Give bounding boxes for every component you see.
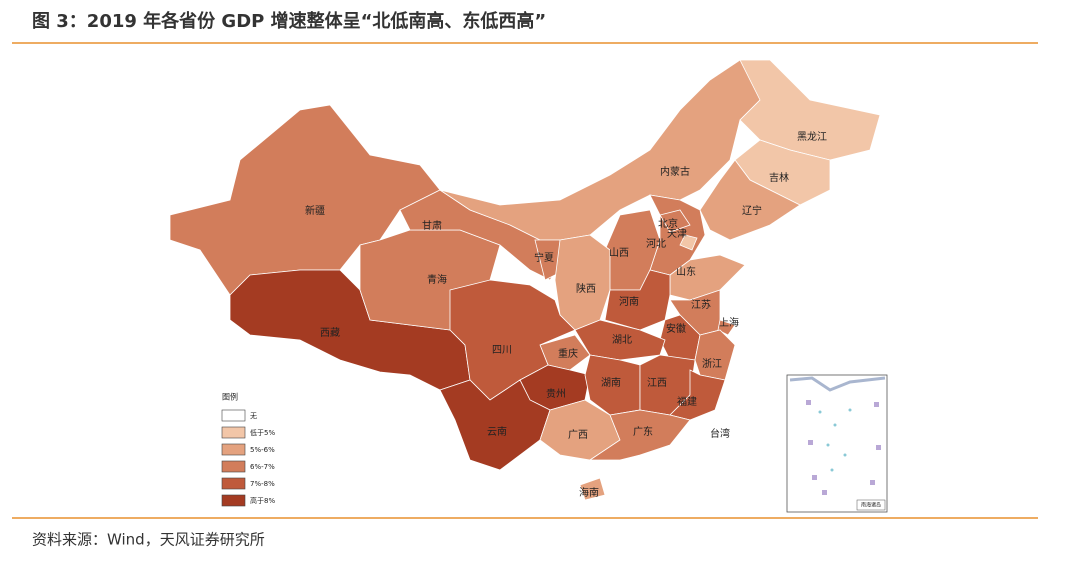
inset-markers bbox=[806, 400, 881, 495]
province-label: 江西 bbox=[647, 377, 667, 389]
province-label: 云南 bbox=[487, 425, 507, 438]
legend-title: 图例 bbox=[222, 392, 238, 402]
province bbox=[679, 234, 698, 251]
province-label: 海南 bbox=[579, 486, 599, 499]
legend-label: 5%-6% bbox=[250, 446, 275, 454]
legend-swatch bbox=[221, 477, 246, 490]
legend-swatch bbox=[221, 409, 246, 422]
province-label: 广西 bbox=[568, 429, 588, 441]
province-label: 重庆 bbox=[558, 347, 578, 360]
legend-label: 6%-7% bbox=[250, 463, 275, 471]
province bbox=[169, 104, 441, 296]
province bbox=[669, 254, 746, 301]
province bbox=[717, 319, 736, 336]
province-label: 贵州 bbox=[546, 387, 566, 400]
province-label: 新疆 bbox=[305, 204, 325, 217]
source-note: 资料来源：Wind，天风证券研究所 bbox=[32, 531, 265, 549]
inset-coast bbox=[789, 376, 886, 392]
legend-label: 7%-8% bbox=[250, 480, 275, 488]
province-label: 山西 bbox=[609, 247, 629, 259]
province-label: 广东 bbox=[633, 425, 653, 438]
province bbox=[659, 209, 691, 233]
province-label: 吉林 bbox=[769, 171, 789, 184]
province bbox=[554, 234, 611, 331]
province-label: 宁夏 bbox=[534, 251, 554, 264]
province-label: 四川 bbox=[492, 345, 512, 356]
province-label: 湖南 bbox=[601, 376, 621, 389]
province-label: 福建 bbox=[677, 395, 697, 408]
legend-swatch bbox=[221, 494, 246, 507]
province-label: 上海 bbox=[719, 316, 739, 329]
province-label: 陕西 bbox=[576, 282, 596, 295]
province bbox=[729, 404, 743, 446]
legend-swatch bbox=[221, 426, 246, 439]
province-label: 河北 bbox=[646, 238, 666, 250]
province-label: 山东 bbox=[676, 265, 696, 278]
province bbox=[449, 279, 576, 401]
province-label: 北京 bbox=[658, 217, 678, 230]
province-label: 天津 bbox=[667, 228, 687, 240]
legend-swatch bbox=[221, 443, 246, 456]
province-label: 辽宁 bbox=[742, 204, 762, 217]
province bbox=[694, 329, 736, 381]
province bbox=[604, 269, 671, 331]
province-label: 河南 bbox=[619, 295, 639, 308]
legend-swatch bbox=[221, 460, 246, 473]
inset-box bbox=[786, 374, 888, 513]
province-label: 甘肃 bbox=[422, 219, 442, 232]
province bbox=[669, 369, 726, 421]
province-label: 西藏 bbox=[320, 327, 340, 339]
legend-label: 无 bbox=[250, 412, 257, 420]
province-label: 安徽 bbox=[666, 322, 686, 335]
province-label: 湖北 bbox=[612, 334, 632, 346]
inset-islands bbox=[818, 408, 852, 472]
province-label: 浙江 bbox=[702, 358, 722, 370]
province-layer bbox=[169, 59, 881, 501]
province-label: 内蒙古 bbox=[660, 165, 690, 178]
province-label: 台湾 bbox=[710, 427, 730, 440]
province bbox=[579, 477, 606, 501]
inset-label-box bbox=[856, 499, 886, 511]
legend-label: 高于8% bbox=[250, 496, 275, 505]
province-label: 黑龙江 bbox=[797, 130, 827, 143]
figure-title: 图 3：2019 年各省份 GDP 增速整体呈“北低南高、东低西高” bbox=[32, 10, 546, 32]
province bbox=[699, 159, 801, 241]
province-label: 青海 bbox=[427, 273, 447, 286]
inset-label: 南海诸岛 bbox=[861, 502, 881, 509]
province bbox=[588, 409, 691, 461]
legend-label: 低于5% bbox=[250, 428, 275, 437]
province-label: 江苏 bbox=[691, 298, 711, 311]
